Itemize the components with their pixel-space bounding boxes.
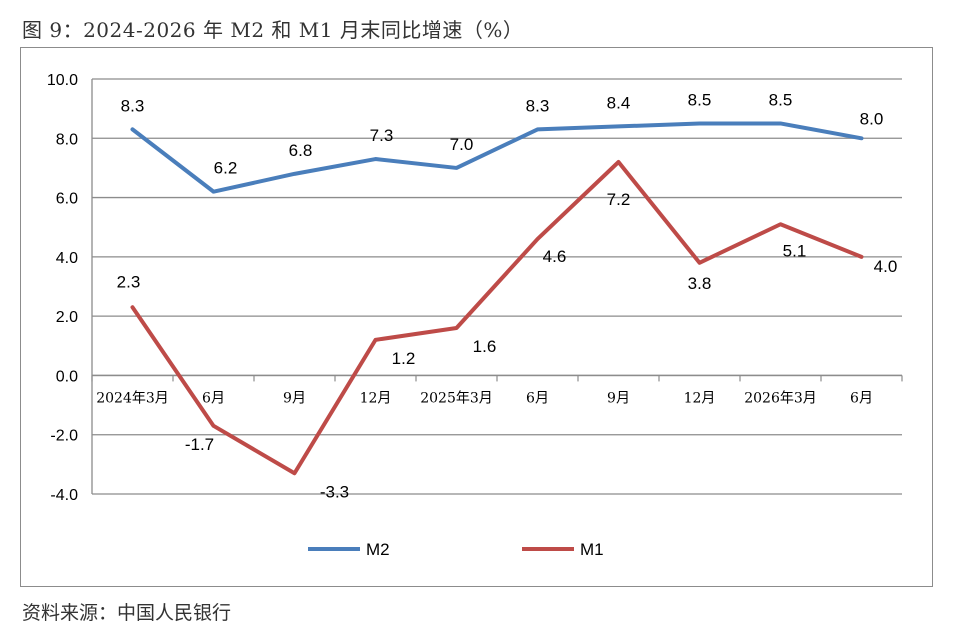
legend-label-m1: M1 bbox=[580, 540, 604, 559]
data-label-m1: 5.1 bbox=[783, 241, 807, 260]
data-label-m2: 8.0 bbox=[860, 109, 884, 128]
data-label-m2: 8.4 bbox=[607, 93, 631, 112]
data-label-m2: 8.5 bbox=[769, 90, 793, 109]
x-tick-label: 2025年3月 bbox=[420, 390, 493, 406]
chart-frame bbox=[20, 47, 933, 587]
y-tick-label: 4.0 bbox=[56, 250, 78, 267]
legend-label-m2: M2 bbox=[366, 540, 390, 559]
data-label-m2: 8.3 bbox=[526, 96, 550, 115]
series-line-m2 bbox=[130, 121, 864, 194]
data-label-m1: 4.0 bbox=[874, 257, 898, 276]
data-label-m1: 4.6 bbox=[543, 247, 567, 266]
data-label-m2: 7.0 bbox=[450, 135, 474, 154]
data-label-m1: -3.3 bbox=[320, 482, 349, 501]
data-label-m2: 8.3 bbox=[121, 96, 145, 115]
x-tick-label: 9月 bbox=[283, 390, 306, 406]
x-tick-label: 2024年3月 bbox=[96, 390, 169, 406]
y-tick-label: -2.0 bbox=[50, 428, 78, 445]
y-tick-label: 0.0 bbox=[56, 368, 78, 385]
data-label-m1: -1.7 bbox=[185, 435, 214, 454]
y-tick-label: 10.0 bbox=[47, 72, 78, 89]
data-label-m1: 1.2 bbox=[392, 349, 416, 368]
source-note: 资料来源：中国人民银行 bbox=[22, 602, 232, 624]
y-tick-label: 6.0 bbox=[56, 191, 78, 208]
y-tick-label: 2.0 bbox=[56, 309, 78, 326]
x-tick-label: 6月 bbox=[850, 390, 873, 406]
x-tick-label: 12月 bbox=[360, 390, 392, 406]
series-line-m1 bbox=[130, 160, 864, 476]
data-label-m1: 3.8 bbox=[688, 274, 712, 293]
data-label-m1: 1.6 bbox=[473, 337, 497, 356]
x-tick-label: 6月 bbox=[526, 390, 549, 406]
x-tick-label: 6月 bbox=[202, 390, 225, 406]
figure-title: 图 9：2024-2026 年 M2 和 M1 月末同比增速（%） bbox=[22, 18, 524, 42]
x-tick-label: 12月 bbox=[684, 390, 716, 406]
data-label-m1: 7.2 bbox=[607, 190, 631, 209]
data-label-m2: 6.8 bbox=[289, 141, 313, 160]
data-label-m2: 7.3 bbox=[370, 126, 394, 145]
x-tick-label: 9月 bbox=[607, 390, 630, 406]
y-tick-label: -4.0 bbox=[50, 487, 78, 504]
y-tick-label: 8.0 bbox=[56, 131, 78, 148]
data-label-m2: 8.5 bbox=[688, 90, 712, 109]
data-label-m1: 2.3 bbox=[117, 272, 141, 291]
data-label-m2: 6.2 bbox=[214, 159, 238, 178]
x-tick-label: 2026年3月 bbox=[744, 390, 817, 406]
